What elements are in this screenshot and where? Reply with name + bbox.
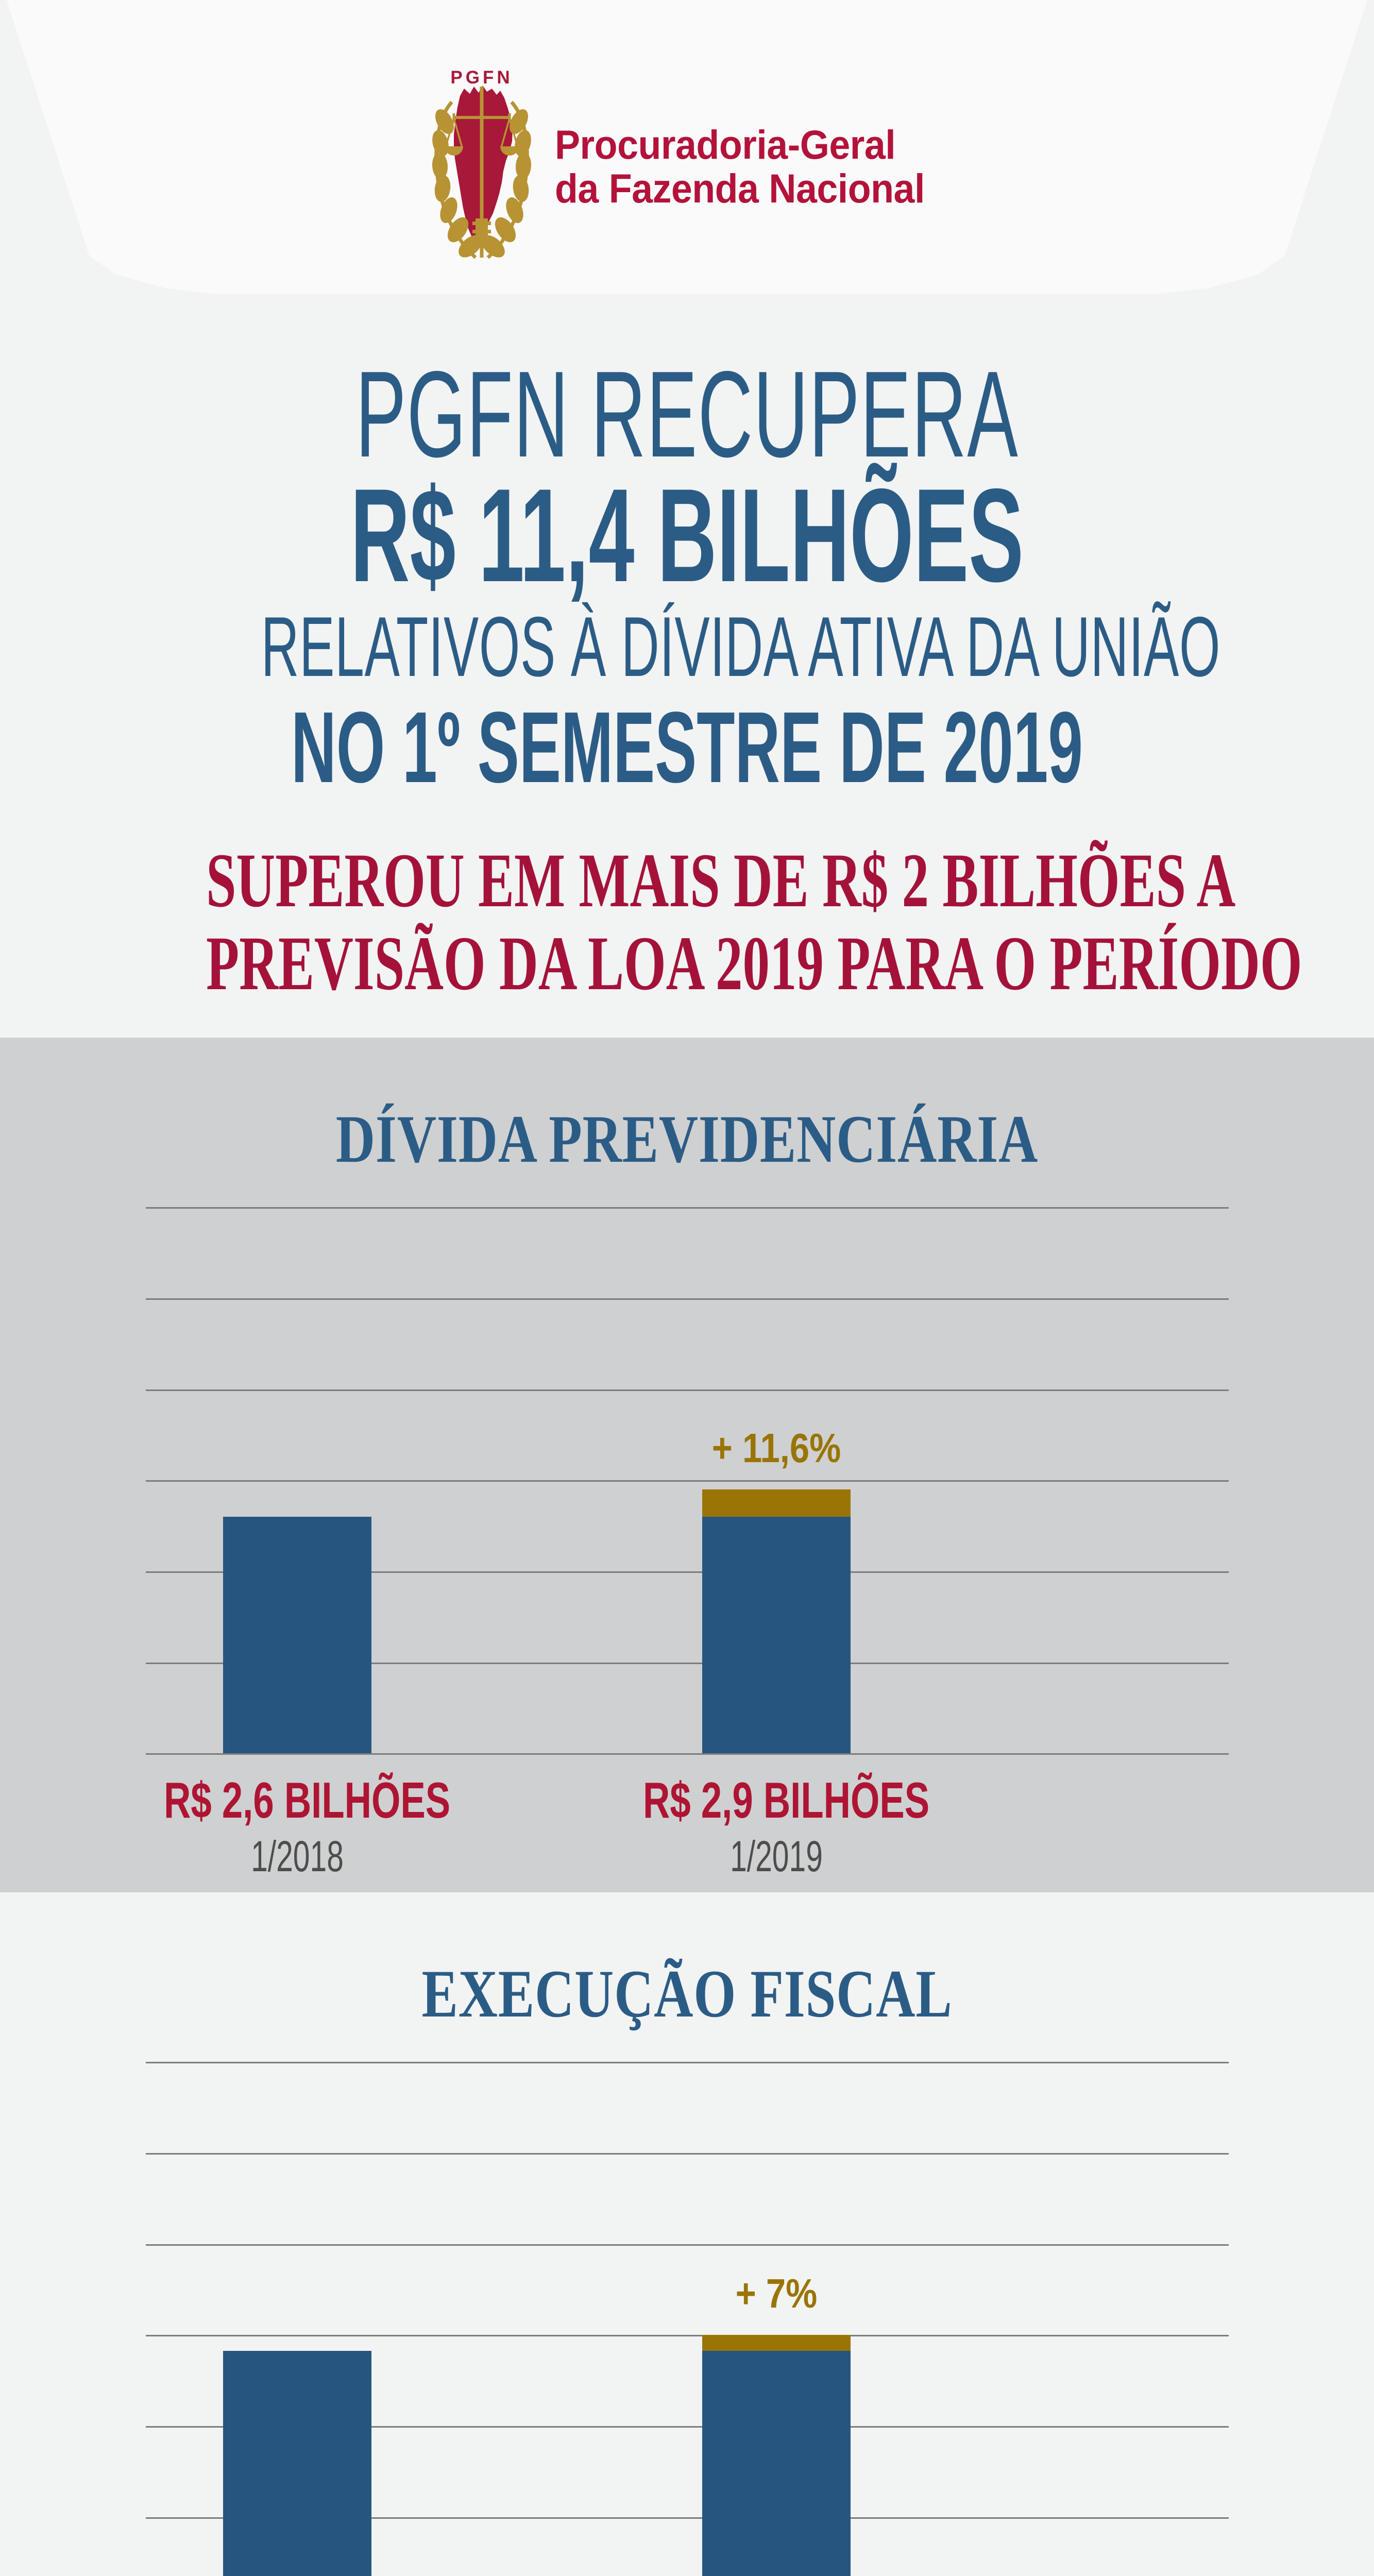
bar-base-segment bbox=[702, 1516, 851, 1754]
gridline bbox=[145, 1480, 1229, 1482]
subtitle-red-line-2: PREVISÃO DA LOA 2019 PARA O PERÍODO bbox=[206, 920, 1302, 1006]
chart-section-execucao-fiscal: EXECUÇÃO FISCAL + 7% R$ 3,2 BILHÕES 1/20… bbox=[0, 1892, 1374, 2576]
legend-item-2018: R$ 2,6 BILHÕES 1/2018 bbox=[117, 1772, 478, 1883]
chart-plot-area: + 7% bbox=[145, 2062, 1229, 2576]
bar-group bbox=[146, 1207, 1229, 1754]
legend-value: R$ 2,9 BILHÕES bbox=[642, 1772, 929, 1829]
growth-label: + 7% bbox=[735, 2270, 817, 2317]
title-block: PGFN RECUPERA R$ 11,4 BILHÕES RELATIVOS … bbox=[0, 309, 1374, 1038]
headline-amount: R$ 11,4 BILHÕES bbox=[350, 460, 1024, 609]
bar-base-segment bbox=[702, 2351, 851, 2576]
legend-period: 1/2019 bbox=[730, 1832, 823, 1881]
gridline bbox=[145, 1662, 1229, 1664]
bar-2019 bbox=[702, 1489, 851, 1754]
gridline bbox=[145, 2244, 1229, 2246]
headline-line-3: RELATIVOS À DÍVIDA ATIVA DA UNIÃO bbox=[261, 599, 1221, 694]
legend-item-2019: R$ 2,9 BILHÕES 1/2019 bbox=[596, 1772, 957, 1883]
pgfn-crest-icon: PGFN bbox=[432, 67, 531, 259]
growth-label: + 11,6% bbox=[711, 1425, 841, 1471]
envelope-shape bbox=[0, 0, 1374, 294]
bar-increment-segment bbox=[702, 1489, 851, 1517]
gridline bbox=[145, 1298, 1229, 1300]
bar-2018 bbox=[223, 2351, 371, 2576]
subtitle-strong: R$ 2 BILHÕES bbox=[822, 838, 1186, 924]
gridline bbox=[145, 1571, 1229, 1573]
chart-legend: R$ 2,6 BILHÕES 1/2018 R$ 2,9 BILHÕES 1/2… bbox=[146, 1753, 1229, 1892]
legend-value: R$ 2,6 BILHÕES bbox=[163, 1772, 450, 1829]
bar-group bbox=[146, 2062, 1229, 2576]
subtitle-post: A bbox=[1186, 838, 1236, 924]
bar-base-segment bbox=[223, 1516, 371, 1754]
org-name: Procuradoria-Geral da Fazenda Nacional bbox=[554, 122, 925, 211]
gridline bbox=[145, 2062, 1229, 2064]
gridline bbox=[145, 1753, 1229, 1755]
bar-base-segment bbox=[223, 2351, 371, 2576]
gridline bbox=[145, 1207, 1229, 1209]
headline-period: NO 1º SEMESTRE DE 2019 bbox=[291, 691, 1083, 804]
gridline bbox=[145, 1389, 1229, 1391]
chart-title: DÍVIDA PREVIDENCIÁRIA bbox=[335, 1101, 1039, 1177]
subtitle-red-line-1: SUPEROU EM MAIS DE R$ 2 BILHÕES A bbox=[206, 838, 1235, 924]
subtitle-pre: SUPEROU EM MAIS DE bbox=[206, 838, 822, 924]
gridline bbox=[145, 2153, 1229, 2155]
svg-text:PGFN: PGFN bbox=[450, 67, 513, 88]
legend-period: 1/2018 bbox=[250, 1832, 344, 1881]
gridline bbox=[145, 2335, 1229, 2337]
header: PGFN bbox=[0, 0, 1374, 309]
chart-plot-area: + 11,6% bbox=[145, 1207, 1229, 1755]
chart-section-divida-previdenciaria: DÍVIDA PREVIDENCIÁRIA + 11,6% R$ 2,6 BIL… bbox=[0, 1038, 1374, 1893]
bar-2019 bbox=[702, 2335, 851, 2576]
bar-increment-segment bbox=[702, 2335, 851, 2351]
chart-title: EXECUÇÃO FISCAL bbox=[421, 1956, 953, 2032]
headline-line-1: PGFN RECUPERA bbox=[355, 346, 1019, 483]
subtitle-red: SUPEROU EM MAIS DE R$ 2 BILHÕES A PREVIS… bbox=[206, 838, 1302, 1006]
gridline bbox=[145, 2426, 1229, 2428]
gridline bbox=[145, 2517, 1229, 2519]
bar-2018 bbox=[223, 1516, 371, 1754]
pgfn-logo: PGFN bbox=[0, 66, 1374, 268]
